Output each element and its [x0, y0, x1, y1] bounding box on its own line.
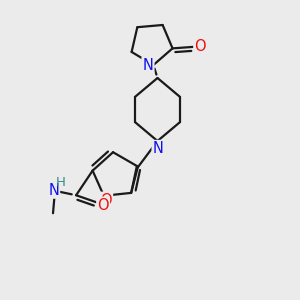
Text: N: N: [142, 58, 153, 73]
Text: O: O: [97, 198, 109, 213]
Text: N: N: [153, 141, 164, 156]
Text: O: O: [100, 193, 112, 208]
Text: N: N: [48, 183, 59, 198]
Text: O: O: [194, 39, 206, 54]
Text: H: H: [56, 176, 66, 189]
